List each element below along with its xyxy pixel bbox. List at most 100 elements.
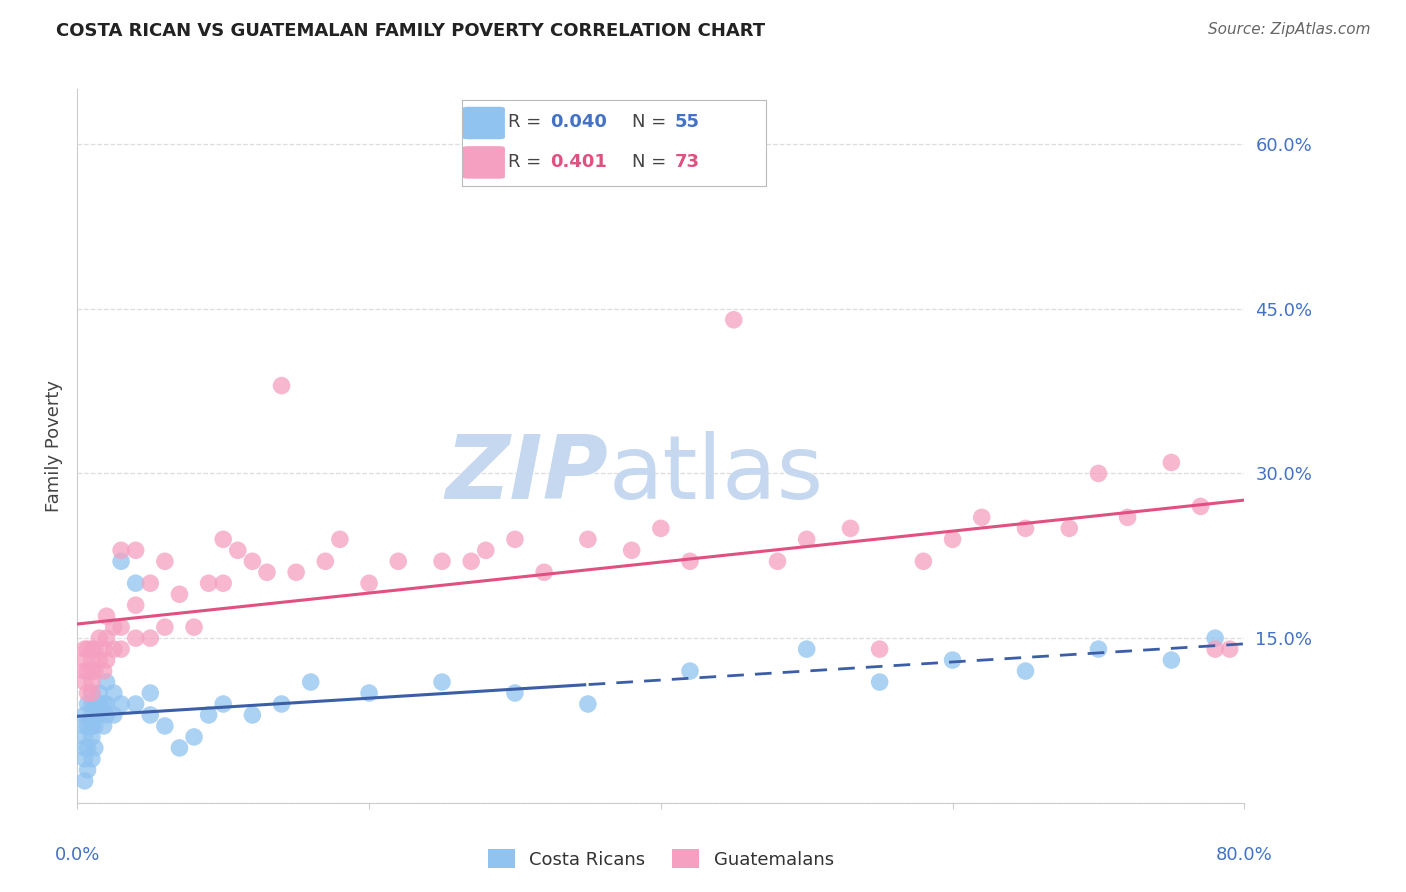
Point [869,675,891,690]
Point [110,620,132,634]
Point [169,740,191,755]
Point [212,576,235,591]
Point [912,554,935,568]
Point [89,653,111,667]
Point [73,664,96,678]
Point [73,730,96,744]
Point [96,631,118,645]
Point [80,730,103,744]
Point [73,642,96,657]
Text: atlas: atlas [609,431,824,518]
Point [89,686,111,700]
Point [73,708,96,723]
Text: 80.0%: 80.0% [1216,846,1272,863]
Point [80,664,103,678]
Point [503,533,526,547]
Point [124,598,148,612]
Point [1057,521,1080,535]
Point [83,664,105,678]
Point [1087,467,1109,481]
Point [197,576,219,591]
Point [96,675,118,690]
Point [1204,631,1226,645]
Text: R =: R = [508,113,547,131]
Point [76,763,98,777]
Point [796,642,818,657]
Point [430,554,453,568]
Point [110,642,132,657]
Point [285,566,308,580]
Point [76,686,98,700]
Point [103,708,125,723]
Point [83,719,105,733]
Point [73,653,96,667]
Point [869,642,891,657]
Point [76,697,98,711]
Point [80,653,103,667]
Point [124,576,148,591]
Point [103,620,125,634]
Point [96,609,118,624]
Point [96,708,118,723]
Point [576,697,599,711]
Point [679,664,702,678]
Point [76,719,98,733]
Text: 55: 55 [675,113,700,131]
Point [197,708,219,723]
Text: Source: ZipAtlas.com: Source: ZipAtlas.com [1208,22,1371,37]
Point [533,566,555,580]
Point [110,554,132,568]
Text: COSTA RICAN VS GUATEMALAN FAMILY POVERTY CORRELATION CHART: COSTA RICAN VS GUATEMALAN FAMILY POVERTY… [56,22,765,40]
Text: 73: 73 [675,153,700,171]
Point [139,576,162,591]
Point [89,697,111,711]
Point [460,554,482,568]
Text: 0.0%: 0.0% [55,846,100,863]
Text: R =: R = [508,153,547,171]
Point [650,521,672,535]
Point [139,708,162,723]
Point [110,697,132,711]
Point [329,533,352,547]
Point [93,697,115,711]
Point [73,752,96,766]
Point [256,566,278,580]
Point [183,620,205,634]
Point [387,554,409,568]
Point [96,653,118,667]
FancyBboxPatch shape [463,146,505,178]
Point [270,378,292,392]
Point [80,697,103,711]
Point [1014,664,1036,678]
Point [80,708,103,723]
Point [942,653,965,667]
Point [314,554,336,568]
Point [89,708,111,723]
Point [299,675,322,690]
Point [153,719,176,733]
Point [1160,653,1182,667]
Point [76,642,98,657]
Point [89,631,111,645]
Point [1014,521,1036,535]
Point [83,740,105,755]
Point [169,587,191,601]
Point [723,312,745,326]
Point [96,697,118,711]
Point [240,554,263,568]
Point [83,642,105,657]
Point [839,521,862,535]
Point [153,620,176,634]
Text: N =: N = [633,153,672,171]
Text: 0.401: 0.401 [550,153,607,171]
Point [1116,510,1139,524]
Point [103,686,125,700]
Point [942,533,965,547]
Legend: Costa Ricans, Guatemalans: Costa Ricans, Guatemalans [481,842,841,876]
Point [240,708,263,723]
Point [212,533,235,547]
Point [139,686,162,700]
Point [73,740,96,755]
Point [1204,642,1226,657]
Point [576,533,599,547]
